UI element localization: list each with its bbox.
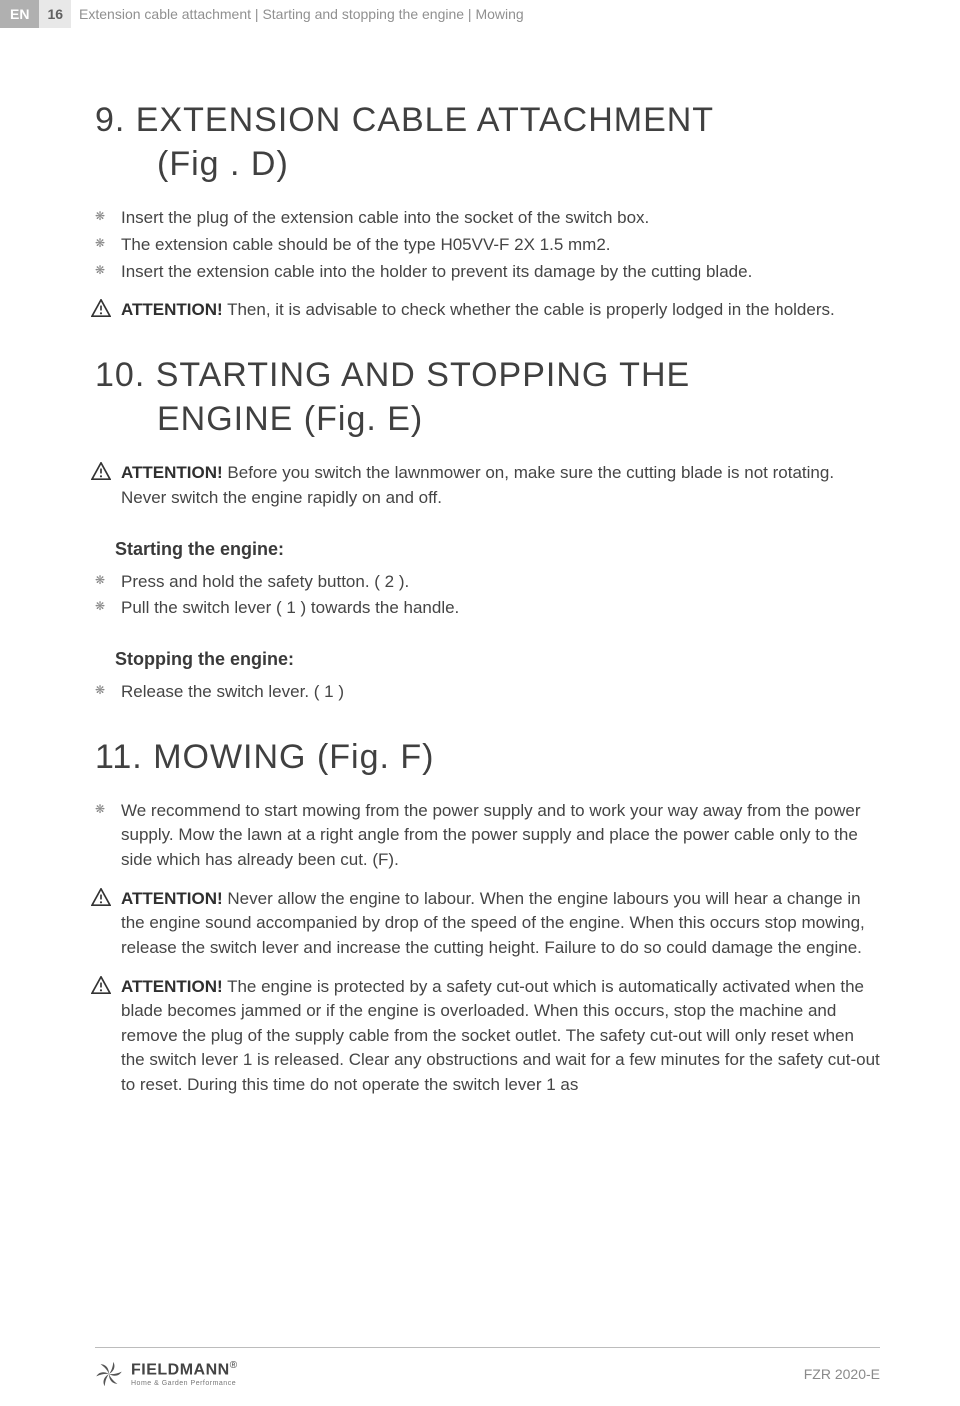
brand-tagline: Home & Garden Performance [131,1380,237,1387]
section-10-title-line2: ENGINE (Fig. E) [95,397,880,441]
list-item: We recommend to start mowing from the po… [95,799,880,873]
warning-icon [91,299,111,317]
section-9-title-line2: (Fig . D) [95,142,880,186]
footer-rule [95,1347,880,1348]
list-item: Insert the plug of the extension cable i… [95,206,880,231]
brand-text: FIELDMANN® Home & Garden Performance [131,1361,237,1387]
warning-icon [91,462,111,480]
attention-text: The engine is protected by a safety cut-… [121,977,880,1095]
brand-name: FIELDMANN [131,1361,230,1378]
warning-icon [91,888,111,906]
attention-text: Before you switch the lawnmower on, make… [121,463,834,507]
list-item: The extension cable should be of the typ… [95,233,880,258]
brand-registered: ® [230,1360,237,1371]
section-11-bullets: We recommend to start mowing from the po… [95,799,880,873]
list-item: Insert the extension cable into the hold… [95,260,880,285]
starting-engine-heading: Starting the engine: [115,539,880,560]
page-content: 9. EXTENSION CABLE ATTACHMENT (Fig . D) … [0,28,960,1098]
attention-label: ATTENTION! [121,977,223,996]
attention-label: ATTENTION! [121,300,223,319]
section-10-attention: ATTENTION! Before you switch the lawnmow… [95,461,880,510]
section-9-title-line1: 9. EXTENSION CABLE ATTACHMENT [95,101,714,139]
section-11-attention-1: ATTENTION! Never allow the engine to lab… [95,887,880,961]
attention-label: ATTENTION! [121,889,223,908]
section-9-attention: ATTENTION! Then, it is advisable to chec… [95,298,880,323]
attention-label: ATTENTION! [121,463,223,482]
brand-logo-icon [95,1360,123,1388]
page-header: EN 16 Extension cable attachment | Start… [0,0,960,28]
attention-text: Never allow the engine to labour. When t… [121,889,865,957]
attention-text: Then, it is advisable to check whether t… [223,300,835,319]
language-badge: EN [0,0,39,28]
section-10-title-line1: 10. STARTING AND STOPPING THE [95,356,690,394]
warning-icon [91,976,111,994]
brand-block: FIELDMANN® Home & Garden Performance [95,1360,237,1388]
section-9-bullets: Insert the plug of the extension cable i… [95,206,880,284]
section-10-title: 10. STARTING AND STOPPING THE ENGINE (Fi… [95,353,880,441]
section-11-title: 11. MOWING (Fig. F) [95,735,880,779]
breadcrumb: Extension cable attachment | Starting an… [79,0,524,28]
page-number: 16 [39,0,71,28]
section-11-attention-2: ATTENTION! The engine is protected by a … [95,975,880,1098]
page-footer: FIELDMANN® Home & Garden Performance FZR… [0,1360,960,1388]
starting-engine-bullets: Press and hold the safety button. ( 2 ).… [95,570,880,621]
list-item: Release the switch lever. ( 1 ) [95,680,880,705]
section-9-title: 9. EXTENSION CABLE ATTACHMENT (Fig . D) [95,98,880,186]
list-item: Pull the switch lever ( 1 ) towards the … [95,596,880,621]
stopping-engine-bullets: Release the switch lever. ( 1 ) [95,680,880,705]
model-number: FZR 2020-E [804,1366,880,1382]
list-item: Press and hold the safety button. ( 2 ). [95,570,880,595]
stopping-engine-heading: Stopping the engine: [115,649,880,670]
